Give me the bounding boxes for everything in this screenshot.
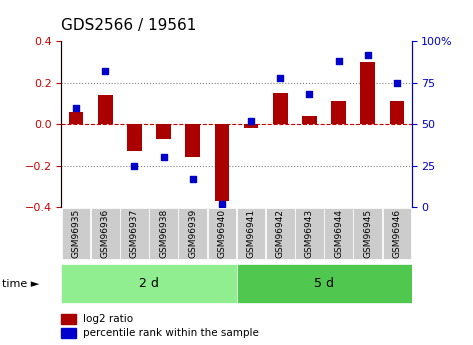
Point xyxy=(393,80,401,86)
Text: GSM96937: GSM96937 xyxy=(130,209,139,258)
Bar xyxy=(295,208,324,259)
Bar xyxy=(353,208,382,259)
Text: 2 d: 2 d xyxy=(139,277,159,290)
Bar xyxy=(156,124,171,139)
Point xyxy=(101,68,109,74)
Bar xyxy=(237,208,265,259)
Point xyxy=(72,105,80,110)
Text: GSM96939: GSM96939 xyxy=(188,209,197,258)
Point xyxy=(247,118,255,124)
Point xyxy=(306,92,313,97)
Bar xyxy=(98,95,113,124)
Bar xyxy=(69,112,83,124)
Text: GSM96941: GSM96941 xyxy=(246,209,255,258)
Text: percentile rank within the sample: percentile rank within the sample xyxy=(83,328,259,338)
Bar xyxy=(61,328,76,338)
Text: GSM96943: GSM96943 xyxy=(305,209,314,258)
Text: log2 ratio: log2 ratio xyxy=(83,314,133,324)
Bar xyxy=(383,208,411,259)
Text: GSM96935: GSM96935 xyxy=(71,209,80,258)
Bar xyxy=(331,101,346,124)
Bar xyxy=(360,62,375,124)
Bar xyxy=(62,208,90,259)
Point xyxy=(131,163,138,168)
Text: GSM96945: GSM96945 xyxy=(363,209,372,258)
Text: GSM96940: GSM96940 xyxy=(218,209,227,258)
Point xyxy=(160,155,167,160)
Text: GSM96938: GSM96938 xyxy=(159,209,168,258)
Text: GSM96942: GSM96942 xyxy=(276,209,285,258)
Point xyxy=(189,176,197,181)
Bar xyxy=(208,208,236,259)
Bar xyxy=(302,116,317,124)
Bar xyxy=(61,314,76,324)
Bar xyxy=(244,124,258,128)
Point xyxy=(335,59,342,64)
Bar xyxy=(236,264,412,303)
Text: GDS2566 / 19561: GDS2566 / 19561 xyxy=(61,18,197,33)
Bar xyxy=(178,208,207,259)
Point xyxy=(364,52,372,57)
Point xyxy=(218,201,226,206)
Bar xyxy=(149,208,178,259)
Text: GSM96946: GSM96946 xyxy=(393,209,402,258)
Text: time ►: time ► xyxy=(2,279,40,289)
Bar xyxy=(390,101,404,124)
Text: GSM96944: GSM96944 xyxy=(334,209,343,258)
Bar xyxy=(324,208,353,259)
Text: GSM96936: GSM96936 xyxy=(101,209,110,258)
Bar xyxy=(61,264,236,303)
Bar xyxy=(266,208,295,259)
Bar xyxy=(91,208,120,259)
Bar xyxy=(273,93,288,124)
Text: 5 d: 5 d xyxy=(314,277,334,290)
Bar xyxy=(215,124,229,201)
Bar xyxy=(120,208,149,259)
Bar xyxy=(185,124,200,157)
Point xyxy=(276,75,284,81)
Bar xyxy=(127,124,142,151)
